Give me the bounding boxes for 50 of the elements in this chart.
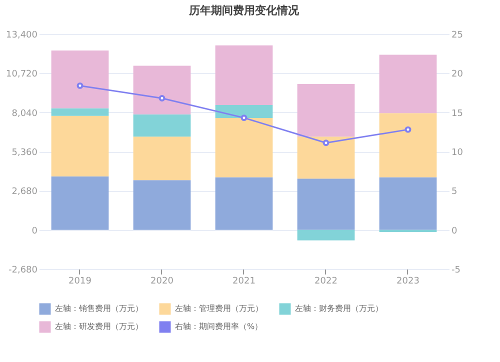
x-tick-label: 2020	[150, 276, 174, 286]
y2-tick-label: 15	[452, 108, 463, 119]
y2-tick-label: 20	[452, 70, 464, 80]
bar	[379, 54, 437, 114]
bar	[51, 108, 109, 116]
legend-label: 左轴：销售费用（万元）	[55, 304, 143, 313]
y-tick-label: 8,040	[12, 108, 38, 119]
bar	[51, 176, 109, 230]
y-tick-label: 10,720	[6, 70, 38, 80]
bar	[297, 136, 355, 179]
y2-tick-label: 5	[452, 187, 458, 198]
bar	[297, 230, 355, 240]
x-tick-label: 2019	[68, 276, 92, 286]
bar	[379, 177, 437, 230]
bar	[297, 178, 355, 230]
x-tick-label: 2022	[314, 276, 338, 286]
y2-tick-label: 25	[452, 30, 463, 40]
bar	[51, 50, 109, 108]
y2-tick-label: -5	[452, 266, 460, 276]
y2-tick-label: 10	[452, 148, 464, 158]
bar	[297, 84, 355, 137]
legend-label: 左轴：管理费用（万元）	[175, 304, 263, 313]
bar	[215, 177, 273, 230]
bar	[215, 105, 273, 118]
legend-label: 左轴：财务费用（万元）	[295, 304, 383, 313]
y-tick-label: 0	[32, 226, 38, 236]
legend-label: 右轴：期间费用率（%）	[175, 322, 263, 331]
point	[240, 114, 248, 122]
point	[322, 140, 330, 146]
bar	[133, 114, 191, 137]
bar	[215, 118, 273, 178]
bar	[133, 180, 191, 230]
y-tick-label: 2,680	[12, 187, 38, 198]
legend-label: 左轴：研发费用（万元）	[55, 322, 143, 331]
y-tick-label: 5,360	[12, 148, 38, 158]
point	[76, 82, 84, 89]
bar	[133, 136, 191, 180]
bar	[133, 66, 191, 114]
point	[404, 126, 412, 133]
bar	[215, 45, 273, 106]
y2-tick-label: 0	[452, 226, 458, 236]
y-tick-label: -2,680	[8, 266, 38, 276]
bar	[379, 113, 437, 178]
chart-title: 历年期间费用变化情况	[188, 4, 300, 17]
bar	[379, 230, 437, 232]
y-tick-label: 13,400	[6, 30, 38, 40]
point	[158, 95, 166, 102]
x-tick-label: 2021	[232, 276, 256, 286]
bar	[51, 116, 109, 176]
x-tick-label: 2023	[396, 276, 420, 286]
